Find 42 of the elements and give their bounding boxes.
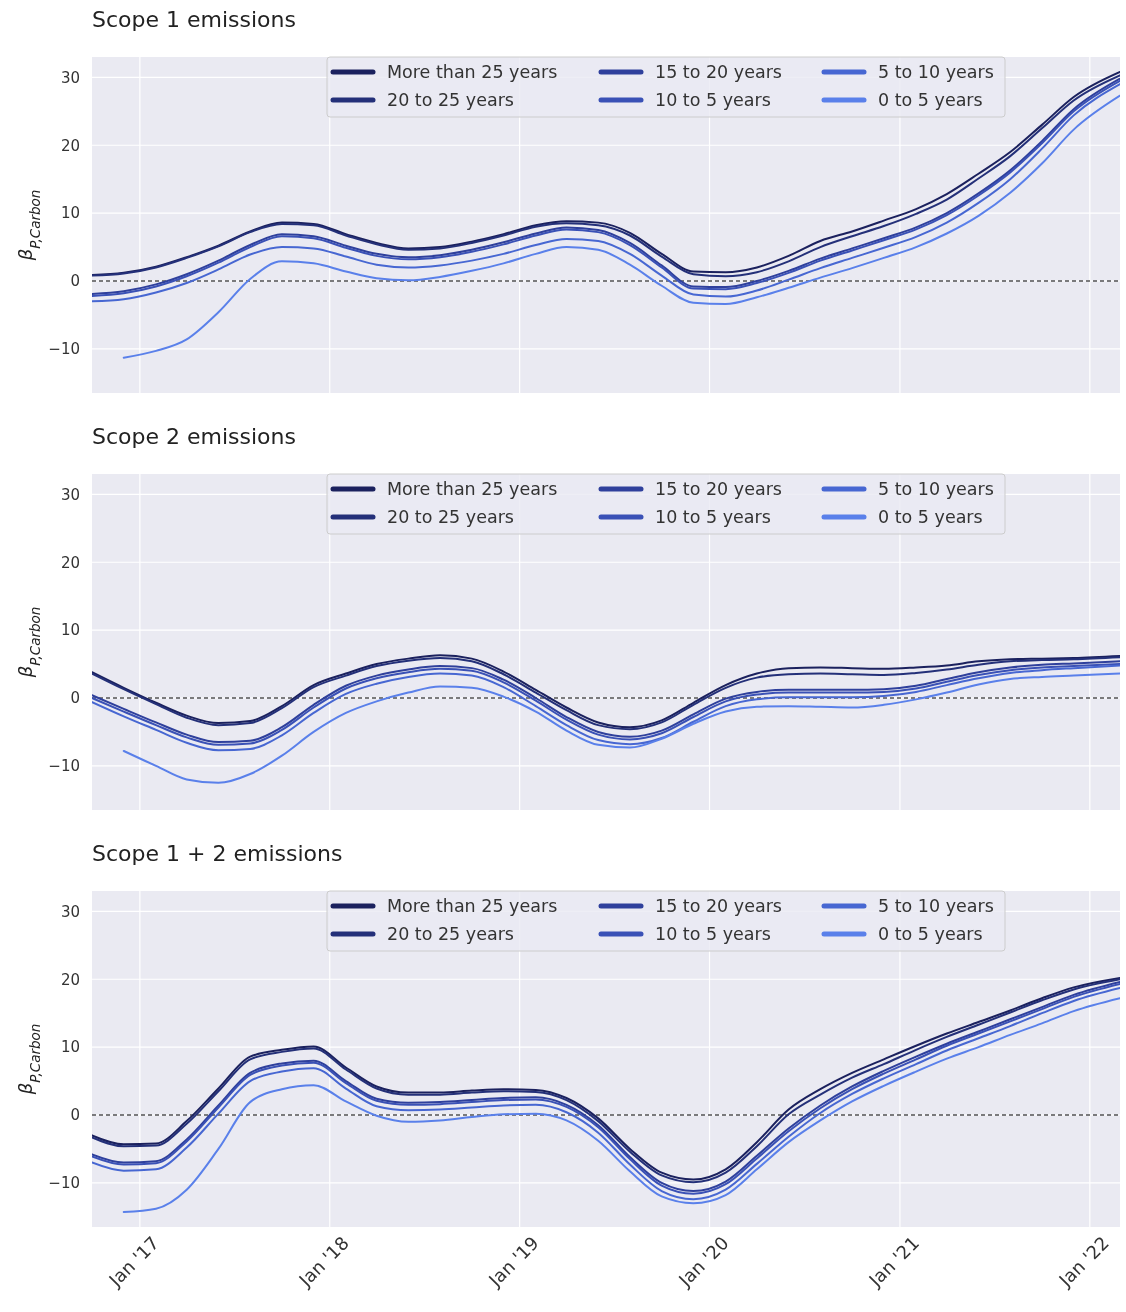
x-tick-label: Jan '20	[673, 1232, 733, 1292]
legend-label: 15 to 20 years	[655, 479, 782, 499]
x-tick-label: Jan '22	[1054, 1232, 1113, 1292]
y-tick-label: −10	[48, 1174, 80, 1193]
y-tick-label: 20	[60, 136, 80, 155]
legend-label: More than 25 years	[387, 479, 558, 499]
legend-label: 20 to 25 years	[387, 924, 514, 944]
y-tick-label: −10	[48, 340, 80, 359]
legend-label: 5 to 10 years	[878, 896, 994, 916]
legend-label: 0 to 5 years	[878, 90, 983, 110]
x-tick-label: Jan '18	[293, 1232, 353, 1292]
chart-title: Scope 1 emissions	[92, 7, 296, 32]
legend-label: 10 to 5 years	[655, 507, 771, 527]
legend-label: 10 to 5 years	[655, 90, 771, 110]
legend-label: 15 to 20 years	[655, 62, 782, 82]
y-tick-label: 10	[60, 621, 80, 640]
legend-label: 0 to 5 years	[878, 507, 983, 527]
y-tick-label: 20	[60, 970, 80, 989]
y-tick-label: −10	[48, 757, 80, 776]
legend-label: 20 to 25 years	[387, 507, 514, 527]
chart-title: Scope 1 + 2 emissions	[92, 841, 343, 866]
legend-label: 10 to 5 years	[655, 924, 771, 944]
y-tick-label: 30	[60, 902, 80, 921]
legend-label: 5 to 10 years	[878, 479, 994, 499]
legend-label: More than 25 years	[387, 62, 558, 82]
chart-title: Scope 2 emissions	[92, 424, 296, 449]
x-tick-label: Jan '17	[104, 1232, 163, 1292]
y-tick-label: 0	[70, 1106, 80, 1125]
y-tick-label: 10	[60, 204, 80, 223]
y-tick-label: 30	[60, 68, 80, 87]
legend-label: 0 to 5 years	[878, 924, 983, 944]
y-tick-label: 0	[70, 272, 80, 291]
y-tick-label: 20	[60, 553, 80, 572]
y-tick-label: 10	[60, 1038, 80, 1057]
legend-label: 20 to 25 years	[387, 90, 514, 110]
legend-label: More than 25 years	[387, 896, 558, 916]
y-tick-label: 30	[60, 485, 80, 504]
y-tick-label: 0	[70, 689, 80, 708]
legend-label: 15 to 20 years	[655, 896, 782, 916]
x-tick-label: Jan '19	[483, 1232, 543, 1292]
legend-label: 5 to 10 years	[878, 62, 994, 82]
x-tick-label: Jan '21	[864, 1232, 924, 1292]
